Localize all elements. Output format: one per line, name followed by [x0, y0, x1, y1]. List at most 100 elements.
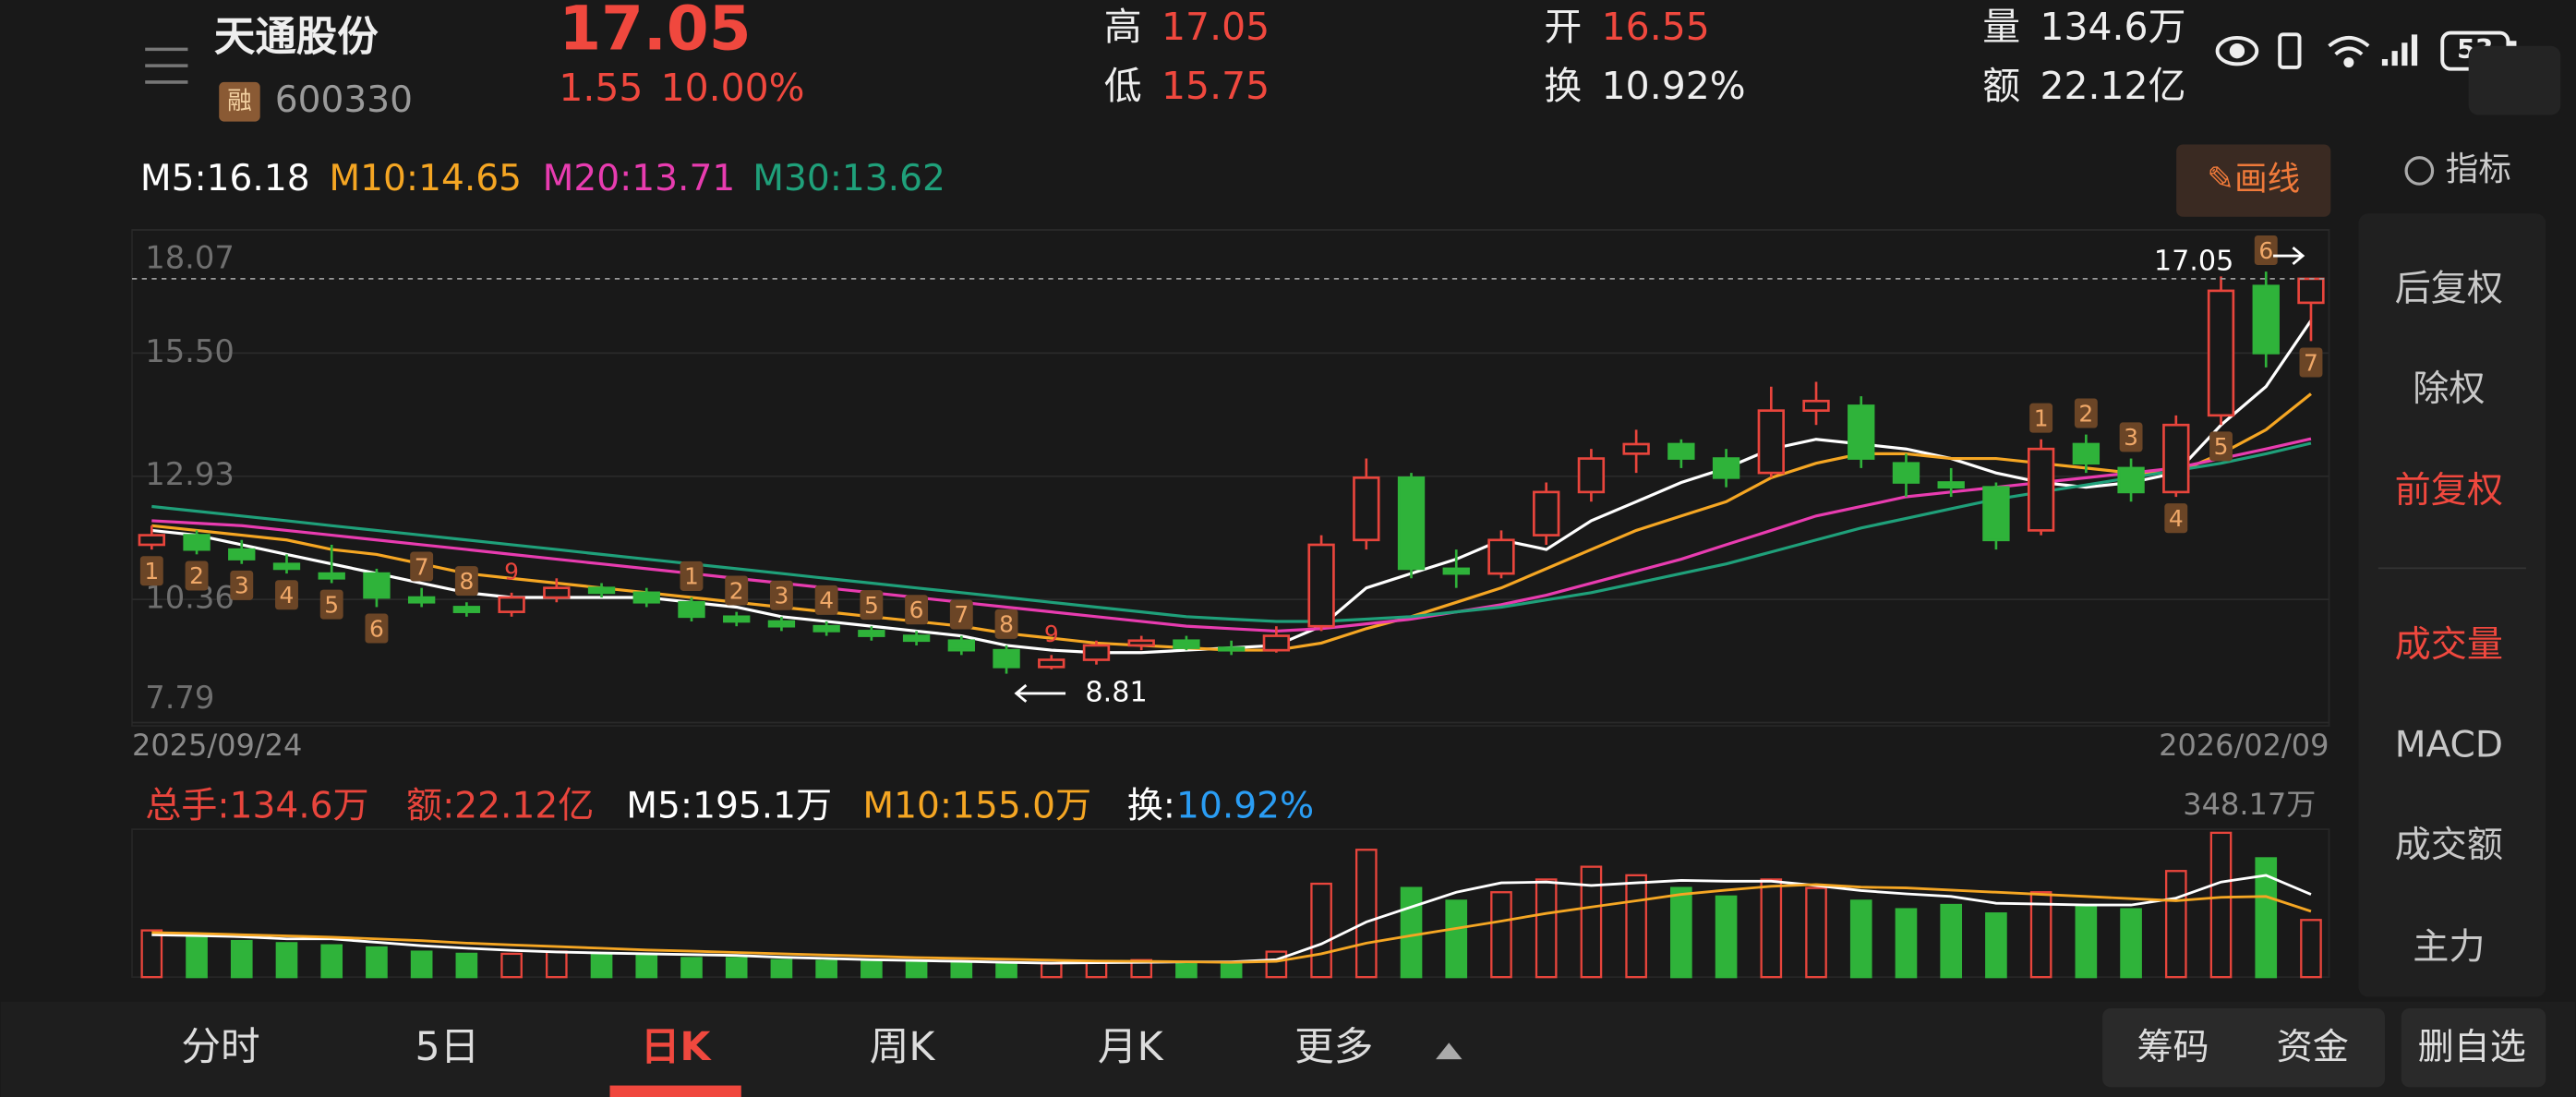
chip-fund-box — [2102, 1007, 2385, 1088]
draw-button[interactable] — [2176, 144, 2331, 217]
volume-bar — [905, 960, 928, 979]
volume-bar — [1310, 882, 1332, 979]
volume-bar — [1490, 891, 1512, 979]
tab[interactable]: 日K — [641, 1024, 713, 1070]
side-menu-item[interactable]: 成交额 — [2395, 825, 2503, 866]
button[interactable]: 资金 — [2277, 1027, 2349, 1068]
stats: 高 17.05 低 15.75 开 16.55 换 10.92% 量 134.6万额 22.12亿 — [1104, 5, 2186, 108]
volume-bar — [995, 963, 1017, 979]
candle-body — [2297, 277, 2325, 305]
remove-box — [2401, 1007, 2546, 1088]
side-menu-item[interactable]: 后复权 — [2395, 268, 2503, 309]
volume-bar — [186, 934, 208, 979]
stat-value: 15.75 — [1162, 64, 1270, 108]
td-badge — [410, 551, 434, 582]
volume-bar — [366, 946, 388, 979]
side-menu-item[interactable]: 前复权 — [2395, 470, 2503, 512]
volume-bar — [2075, 903, 2098, 979]
volume-bar — [1220, 961, 1243, 979]
td-mark: 5 — [2214, 433, 2229, 460]
volume-bar — [1040, 962, 1063, 979]
candle-body — [813, 624, 840, 633]
side-menu-item[interactable]: 成交量 — [2395, 624, 2503, 666]
tab[interactable]: 周K — [870, 1024, 936, 1070]
candle-body — [228, 548, 256, 561]
draw-label: ✎画线 — [2207, 161, 2300, 199]
td-badge — [860, 590, 884, 621]
last-price-label: 17.05 — [2154, 246, 2234, 278]
volume-bar — [1715, 895, 1738, 979]
tab[interactable]: 5日 — [415, 1024, 480, 1070]
candle-body — [993, 648, 1020, 669]
side-menu-item[interactable]: MACD — [2395, 725, 2503, 766]
volume-legend: M10:155.0万 — [862, 785, 1091, 826]
volume-bar — [410, 950, 433, 979]
candle-body — [407, 596, 436, 604]
volume-bar — [500, 952, 523, 979]
menu-icon[interactable] — [145, 47, 188, 84]
candle-body — [767, 620, 796, 628]
candle-body — [1353, 476, 1380, 542]
ma-line — [151, 441, 2312, 623]
volume-bar — [1625, 874, 1647, 979]
candle-body — [1622, 442, 1650, 455]
candle-body — [1577, 457, 1606, 494]
candle-body — [723, 615, 751, 623]
stat-value: 16.55 — [1602, 5, 1710, 49]
td-badge — [814, 585, 838, 615]
td-badge — [2119, 422, 2143, 452]
td-mark: 2 — [189, 562, 204, 589]
volume-bar — [1400, 886, 1423, 979]
candle-body — [1217, 646, 1246, 652]
side-menu-item[interactable]: 除权 — [2413, 368, 2485, 410]
stat-value: 134.6万 — [2040, 5, 2186, 49]
change: 1.55 — [559, 66, 643, 110]
side-menu-item[interactable]: 主力 — [2413, 926, 2485, 968]
candle-body — [1892, 462, 1920, 484]
candle-body — [2027, 447, 2055, 532]
indicator-label[interactable]: 指标 — [2446, 151, 2511, 188]
candle-body — [318, 572, 345, 580]
y-tick-label: 7.79 — [145, 680, 214, 716]
td-mark: 3 — [775, 582, 789, 609]
candle-body — [1757, 409, 1785, 475]
candle-body — [1442, 567, 1470, 575]
td-mark: 9 — [504, 559, 519, 585]
td-mark: 3 — [2124, 424, 2138, 451]
candle-body — [1487, 538, 1515, 575]
candle-body — [2162, 423, 2190, 494]
low-label: 8.81 — [1085, 676, 1147, 708]
td-badge — [185, 561, 209, 591]
volume-bar — [1535, 878, 1558, 979]
y-tick-label: 15.50 — [145, 333, 235, 369]
tab[interactable]: 月K — [1098, 1024, 1164, 1070]
td-mark: 3 — [235, 573, 249, 599]
volume-legend: 换: — [1127, 785, 1175, 826]
button[interactable]: 删自选 — [2418, 1027, 2526, 1068]
stock-name: 天通股份 — [214, 14, 379, 61]
button[interactable]: 筹码 — [2137, 1027, 2209, 1068]
tag-badge — [219, 81, 260, 122]
td-mark: 4 — [819, 587, 834, 614]
more-arrow — [1436, 1043, 1463, 1060]
candle-body — [1082, 644, 1111, 661]
stat-key: 开 — [1544, 5, 1582, 49]
ma-legend: M10:14.65 — [329, 158, 522, 199]
tag: 融 — [227, 87, 252, 115]
candle-body — [183, 534, 211, 551]
td-badge — [2164, 503, 2188, 534]
ma-legend: M30:13.62 — [752, 158, 945, 199]
tab-underline — [609, 1085, 741, 1097]
td-badge — [2209, 431, 2233, 462]
candle-body — [1848, 404, 1875, 460]
price: 17.05 — [559, 0, 751, 65]
tab[interactable]: 更多 — [1294, 1024, 1373, 1070]
fullscreen-button[interactable] — [2468, 45, 2561, 115]
td-badge — [2029, 403, 2053, 433]
td-mark: 6 — [909, 597, 924, 623]
volume-bar — [1580, 865, 1603, 979]
candle-body — [1127, 639, 1155, 647]
tab[interactable]: 分时 — [181, 1024, 259, 1070]
